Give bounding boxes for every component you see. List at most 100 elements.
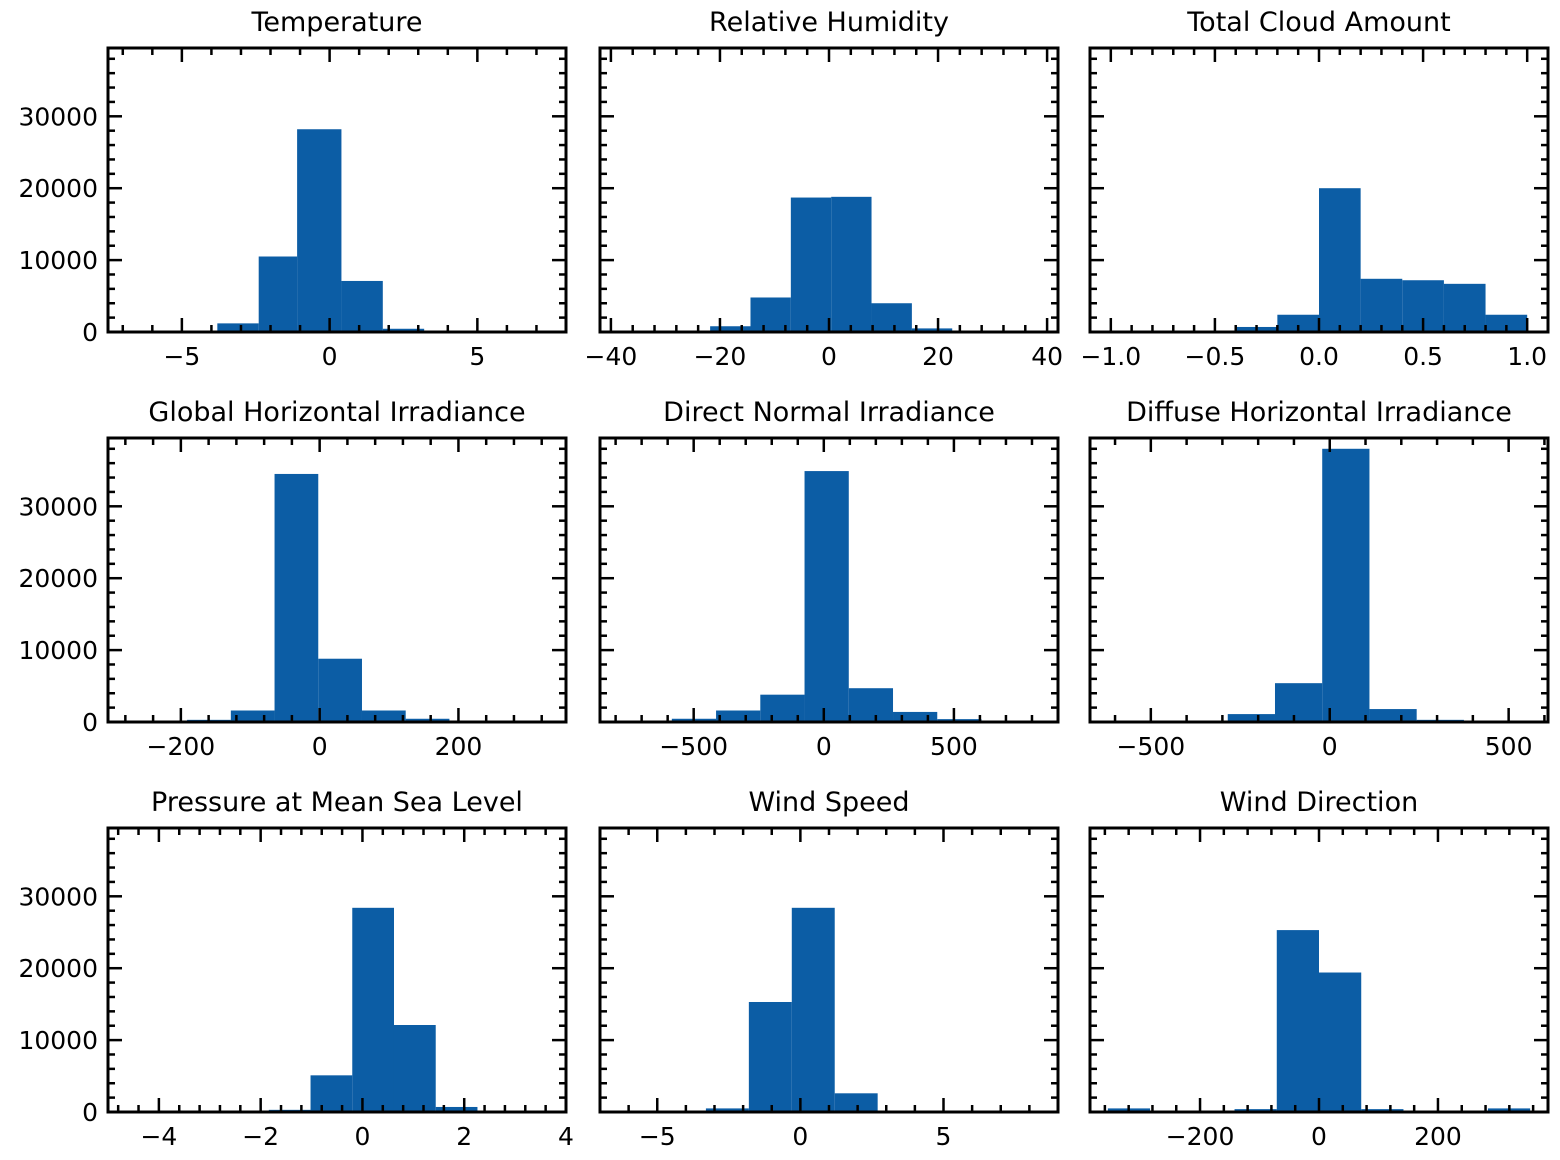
x-tick-label: 500: [930, 732, 978, 761]
y-tick-label: 0: [82, 318, 98, 347]
x-tick-label: −2: [242, 1122, 279, 1151]
histogram-bar: [382, 328, 425, 332]
x-tick-label: 20: [922, 342, 954, 371]
y-tick-label: 20000: [18, 564, 98, 593]
x-tick-label: 200: [1414, 1122, 1462, 1151]
y-tick-label: 10000: [18, 636, 98, 665]
x-tick-label: 1.0: [1507, 342, 1547, 371]
histogram-bar: [804, 471, 849, 722]
x-tick-label: 0: [1311, 1122, 1327, 1151]
histogram-bar: [893, 711, 938, 722]
histogram-panel-7: −4 −2 0 2 4 0 10000 20000 30000 Pressure at Mean …: [18, 787, 573, 1151]
histogram-bar: [1322, 448, 1370, 722]
panel-title: Pressure at Mean Sea Level: [151, 787, 523, 818]
histogram-bar: [258, 256, 298, 332]
x-tick-label: 0: [312, 732, 328, 761]
y-tick-label: 0: [82, 708, 98, 737]
histogram-bar: [435, 1106, 478, 1112]
histogram-bar: [230, 710, 275, 722]
histogram-bar: [1360, 278, 1403, 332]
x-tick-label: −4: [140, 1122, 177, 1151]
panel-title: Temperature: [250, 7, 422, 38]
histogram-bar: [1485, 314, 1528, 332]
x-tick-label: 0: [792, 1122, 808, 1151]
y-tick-label: 30000: [18, 102, 98, 131]
x-tick-label: −200: [1166, 1122, 1235, 1151]
axes-frame: [1088, 436, 1550, 724]
histogram-panel-1: −5 0 5 0 10000 20000 30000 Temperature: [18, 7, 568, 371]
histogram-bar: [217, 323, 259, 332]
x-tick-label: 2: [456, 1122, 472, 1151]
y-tick-label: 20000: [18, 954, 98, 983]
x-tick-label: 0: [821, 342, 837, 371]
y-tick-label: 10000: [18, 1026, 98, 1055]
histogram-bar: [911, 328, 953, 332]
axes-frame: [106, 826, 568, 1114]
histogram-bar: [341, 280, 383, 332]
histogram-bar: [748, 1001, 792, 1112]
histogram-bar: [710, 326, 751, 332]
x-tick-label: 0: [816, 732, 832, 761]
y-tick-label: 30000: [18, 492, 98, 521]
histogram-panel-4: −200 0 200 0 10000 20000 30000 Global Horizonta…: [18, 397, 568, 761]
histogram-bar: [310, 1075, 353, 1112]
x-tick-label: 200: [435, 732, 483, 761]
x-tick-label: −40: [585, 342, 638, 371]
histogram-bar: [1443, 283, 1486, 332]
histogram-bar: [297, 129, 342, 332]
x-tick-label: −5: [163, 342, 200, 371]
histogram-panel-8: −5 0 5 Wind Speed: [598, 787, 1060, 1151]
panel-title: Relative Humidity: [709, 7, 949, 38]
x-tick-label: −0.5: [1185, 342, 1246, 371]
histogram-bar: [274, 473, 319, 722]
x-tick-label: 0: [1322, 732, 1338, 761]
panel-title: Wind Direction: [1220, 787, 1418, 818]
x-tick-label: −5: [639, 1122, 676, 1151]
histogram-bar: [405, 718, 450, 722]
histogram-bar: [831, 196, 872, 332]
panel-title: Diffuse Horizontal Irradiance: [1126, 397, 1512, 428]
x-tick-label: −500: [659, 732, 728, 761]
x-tick-label: 4: [558, 1122, 574, 1151]
panel-title: Wind Speed: [748, 787, 909, 818]
x-tick-label: −200: [147, 732, 216, 761]
histogram-bar: [834, 1093, 878, 1112]
histogram-bar: [871, 303, 912, 332]
x-tick-label: 0.0: [1299, 342, 1339, 371]
histogram-panel-3: −1.0 −0.5 0.0 0.5 1.0 Total Cloud Amount: [1080, 7, 1550, 371]
x-tick-label: −20: [694, 342, 747, 371]
x-tick-label: 5: [469, 342, 485, 371]
x-tick-label: 0: [322, 342, 338, 371]
x-tick-label: 0: [354, 1122, 370, 1151]
axes-frame: [106, 436, 568, 724]
histogram-bar: [1227, 714, 1275, 722]
panel-title: Direct Normal Irradiance: [663, 397, 995, 428]
histogram-panel-5: −500 0 500 Direct Normal Irradiance: [598, 397, 1060, 761]
x-tick-label: −1.0: [1080, 342, 1141, 371]
panel-title: Global Horizontal Irradiance: [148, 397, 525, 428]
histogram-bar: [1277, 314, 1319, 332]
x-tick-label: 500: [1485, 732, 1533, 761]
histogram-bar: [1274, 683, 1323, 722]
histogram-panel-6: −500 0 500 Diffuse Horizontal Irradiance: [1088, 397, 1550, 761]
histogram-bar: [848, 688, 894, 722]
histogram-panel-2: −40 −20 0 20 40 Relative Humidity: [585, 7, 1063, 371]
histogram-bar: [1369, 709, 1417, 722]
y-tick-label: 30000: [18, 882, 98, 911]
axes-frame: [106, 46, 568, 334]
axes-frame: [598, 436, 1060, 724]
panel-title: Total Cloud Amount: [1186, 7, 1450, 38]
x-tick-label: 40: [1031, 342, 1063, 371]
x-tick-label: −500: [1116, 732, 1185, 761]
y-tick-label: 0: [82, 1098, 98, 1127]
histogram-bar: [1319, 972, 1362, 1112]
histogram-bar: [750, 297, 791, 332]
y-tick-label: 10000: [18, 246, 98, 275]
histogram-bar: [791, 907, 835, 1112]
x-tick-label: 5: [936, 1122, 952, 1151]
histogram-bar: [716, 710, 761, 722]
histogram-bar: [790, 197, 832, 332]
histogram-bar: [352, 907, 394, 1112]
histogram-bar: [1319, 188, 1361, 332]
